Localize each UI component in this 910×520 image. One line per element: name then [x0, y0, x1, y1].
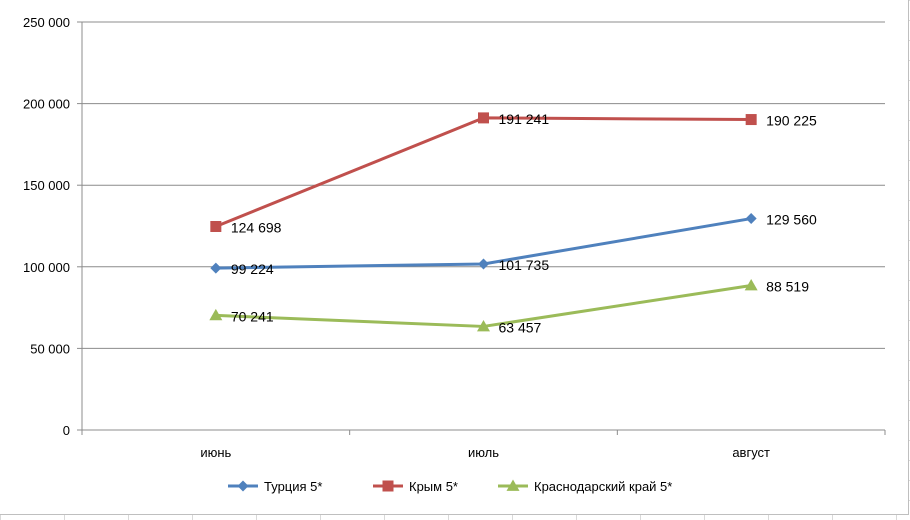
- legend[interactable]: Турция 5* Крым 5* Краснодарский край 5*: [228, 479, 672, 494]
- data-label: 88 519: [766, 279, 809, 295]
- y-tick-label: 0: [63, 423, 70, 438]
- data-point-marker: [745, 213, 757, 225]
- data-label: 63 457: [499, 319, 542, 335]
- y-tick-label: 100 000: [23, 260, 70, 275]
- data-point-marker: [477, 319, 490, 332]
- legend-item[interactable]: Краснодарский край 5*: [498, 479, 672, 494]
- series-line: [215, 116, 752, 228]
- y-tick-label: 250 000: [23, 15, 70, 30]
- y-tick-label: 150 000: [23, 178, 70, 193]
- legend-marker: [237, 480, 249, 492]
- data-label: 129 560: [766, 212, 817, 228]
- legend-item[interactable]: Турция 5*: [228, 479, 322, 494]
- data-label: 99 224: [231, 261, 274, 277]
- data-point-marker: [478, 112, 489, 124]
- series-markers: [209, 112, 758, 332]
- data-label: 191 241: [499, 111, 550, 127]
- legend-marker: [382, 480, 394, 492]
- data-labels: 99 224 101 735 129 560 124 698 191 241 190 22…: [231, 111, 817, 336]
- data-label: 124 698: [231, 219, 282, 235]
- y-tick-label: 50 000: [30, 341, 70, 356]
- data-point-marker: [478, 258, 489, 270]
- data-label: 101 735: [499, 257, 550, 273]
- data-point-marker: [744, 279, 758, 291]
- data-label: 190 225: [766, 113, 817, 129]
- data-point-marker: [210, 262, 222, 274]
- legend-marker: [506, 479, 520, 491]
- gridlines: [82, 21, 885, 349]
- series-lines: [215, 116, 752, 328]
- y-tick-label: 200 000: [23, 97, 70, 112]
- x-tick-label: июль: [468, 445, 499, 460]
- legend-label: Крым 5*: [409, 479, 458, 494]
- x-tick-label: август: [732, 445, 770, 460]
- x-axis-ticks: июнь июль август: [81, 430, 886, 460]
- data-point-marker: [210, 220, 222, 232]
- axes: [81, 22, 885, 431]
- legend-label: Краснодарский край 5*: [534, 479, 672, 494]
- data-label: 70 241: [231, 308, 274, 324]
- data-point-marker: [745, 114, 757, 126]
- x-tick-label: июнь: [200, 445, 231, 460]
- legend-label: Турция 5*: [264, 479, 322, 494]
- y-axis-ticks: 0 50 000 100 000 150 000 200 000 250 000: [23, 15, 82, 438]
- legend-item[interactable]: Крым 5*: [373, 479, 458, 494]
- data-point-marker: [209, 308, 223, 321]
